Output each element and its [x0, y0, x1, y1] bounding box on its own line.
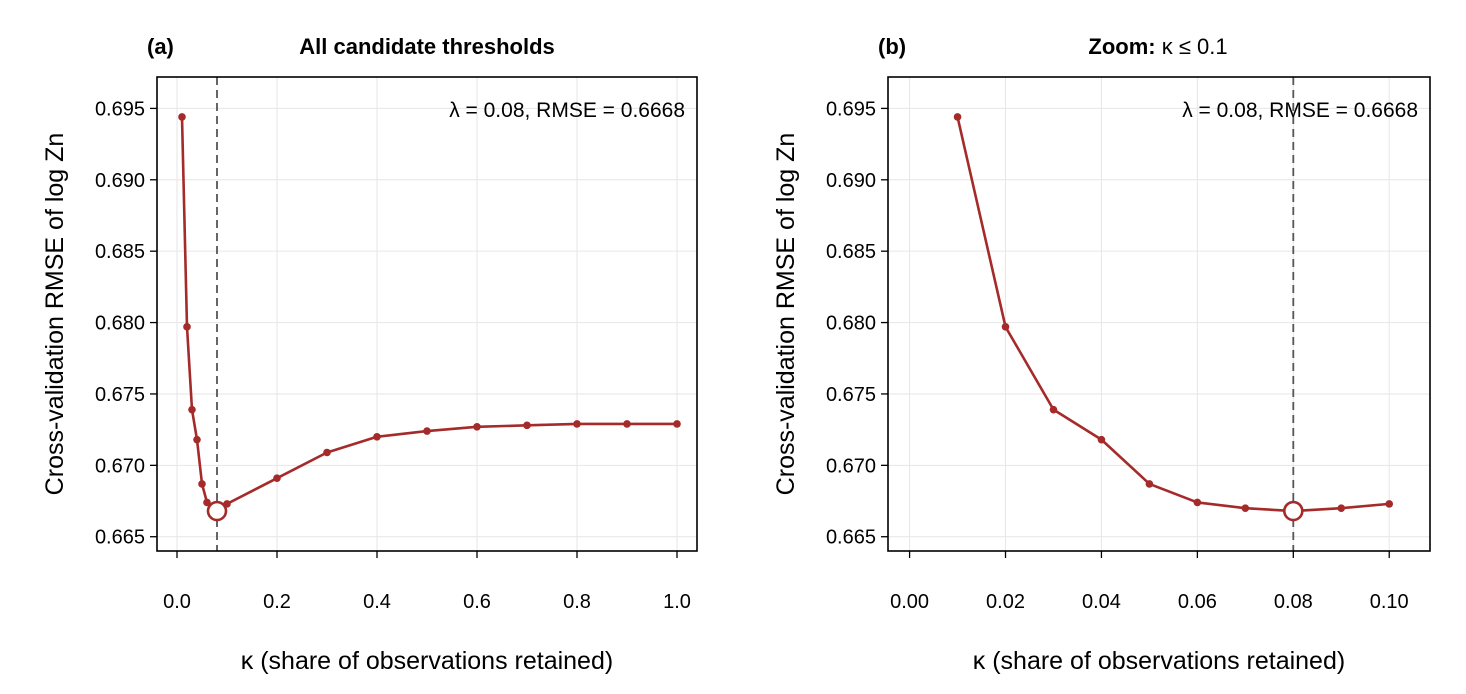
panel-a-y-axis-title: Cross-validation RMSE of log Zn	[41, 133, 69, 496]
panel-b-x-tick-label: 0.04	[1082, 591, 1121, 613]
panel-a-data-point	[203, 498, 211, 507]
panel-b-data-point	[1337, 504, 1346, 512]
panel-a-data-point	[183, 323, 191, 331]
panel-b-selected-marker	[1283, 500, 1304, 522]
panel-a-data-point	[523, 421, 531, 430]
panel-b-data-point	[1145, 480, 1154, 488]
panel-a-x-tick-label: 0.0	[163, 591, 191, 613]
panel-a-x-tick-label: 0.4	[363, 591, 391, 613]
panel-a-y-tick-label: 0.685	[95, 241, 145, 263]
panel-b-title: Zoom: κ ≤ 0.1	[1088, 34, 1227, 59]
panel-a-x-tick-label: 0.2	[263, 591, 291, 613]
panel-b-y-tick-label: 0.665	[826, 527, 876, 549]
panel-b-y-ticks: 0.665 0.670 0.675 0.680 0.685 0.690 0.695	[826, 98, 888, 549]
panel-b-x-axis-title: κ (share of observations retained)	[973, 647, 1345, 675]
panel-a-data-point	[178, 113, 186, 121]
panel-b-label: (b)	[878, 34, 906, 59]
panel-a-rmse-line	[180, 116, 677, 513]
panel-a-series	[178, 113, 681, 515]
panel-b-data-point	[1049, 405, 1058, 414]
panel-b-data-point	[1097, 435, 1106, 444]
panel-b-x-tick-label: 0.02	[986, 591, 1025, 613]
panel-b-data-point	[1001, 323, 1010, 331]
panel-a-data-point	[373, 432, 381, 441]
panel-a-data-point	[323, 448, 331, 457]
panel-b-x-tick-label: 0.08	[1274, 591, 1313, 613]
panel-a-data-point	[673, 420, 681, 428]
panel-a-data-point	[473, 422, 481, 431]
panel-b-y-tick-label: 0.680	[826, 313, 876, 335]
panel-b-y-tick-label: 0.670	[826, 455, 876, 477]
panel-a-data-point	[623, 420, 631, 428]
panel-a-selected-marker	[206, 500, 228, 522]
panel-a-y-tick-label: 0.665	[95, 527, 145, 549]
panel-b-x-ticks: 0.00 0.02 0.04 0.06 0.08 0.10	[890, 551, 1409, 613]
panel-b-y-axis-title: Cross-validation RMSE of log Zn	[772, 133, 800, 496]
panel-a-annotation: λ = 0.08, RMSE = 0.6668	[449, 99, 685, 122]
panel-b: (b) Zoom: κ ≤ 0.1 0.00 0.02 0.04 0.06 0.08 0.…	[772, 34, 1431, 675]
panel-b-x-tick-label: 0.00	[890, 591, 929, 613]
panel-a-data-point	[198, 480, 206, 488]
panel-a-y-ticks: 0.665 0.670 0.675 0.680 0.685 0.690 0.695	[95, 98, 157, 549]
panel-a-x-ticks: 0.0 0.2 0.4 0.6 0.8 1.0	[163, 551, 691, 613]
panel-a-x-tick-label: 1.0	[663, 591, 691, 613]
panel-a-y-tick-label: 0.695	[95, 98, 145, 120]
panel-b-x-tick-label: 0.06	[1178, 591, 1217, 613]
panel-a-optimum-marker	[206, 500, 228, 522]
panel-a-data-point	[188, 405, 196, 414]
panel-a-x-axis-title: κ (share of observations retained)	[241, 647, 613, 675]
panel-b-title-rest: κ ≤ 0.1	[1156, 34, 1228, 59]
panel-a: (a) All candidate thresholds 0.0 0.2 0.4 0.…	[41, 34, 698, 675]
panel-a-data-point	[273, 474, 281, 482]
panel-b-y-tick-label: 0.685	[826, 241, 876, 263]
panel-a-label: (a)	[147, 34, 174, 59]
panel-a-y-tick-label: 0.675	[95, 384, 145, 406]
panel-b-frame	[887, 76, 1431, 552]
panel-b-annotation: λ = 0.08, RMSE = 0.6668	[1182, 99, 1418, 122]
panel-a-gridlines	[157, 77, 697, 551]
panel-a-data-point	[193, 435, 201, 444]
panel-a-y-tick-label: 0.680	[95, 313, 145, 335]
panel-a-x-tick-label: 0.8	[563, 591, 591, 613]
panel-b-data-point	[1193, 498, 1202, 507]
panel-a-frame	[156, 76, 698, 552]
panel-b-data-point	[1241, 504, 1250, 512]
panel-b-optimum-marker	[1283, 500, 1304, 522]
panel-b-y-tick-label: 0.675	[826, 384, 876, 406]
panel-b-y-tick-label: 0.695	[826, 98, 876, 120]
panel-b-data-point	[953, 113, 962, 121]
panel-b-gridlines	[888, 77, 1430, 551]
panel-a-title: All candidate thresholds	[299, 34, 555, 59]
panel-b-series	[953, 113, 1394, 515]
panel-b-data-point	[1385, 500, 1394, 508]
panel-b-x-tick-label: 0.10	[1370, 591, 1409, 613]
panel-b-title-bold: Zoom:	[1088, 34, 1155, 59]
panel-a-data-point	[573, 420, 581, 428]
panel-b-rmse-line	[956, 116, 1390, 513]
panel-a-x-tick-label: 0.6	[463, 591, 491, 613]
panel-b-y-tick-label: 0.690	[826, 170, 876, 192]
panel-a-y-tick-label: 0.670	[95, 455, 145, 477]
panel-a-y-tick-label: 0.690	[95, 170, 145, 192]
panel-a-data-point	[423, 427, 431, 435]
